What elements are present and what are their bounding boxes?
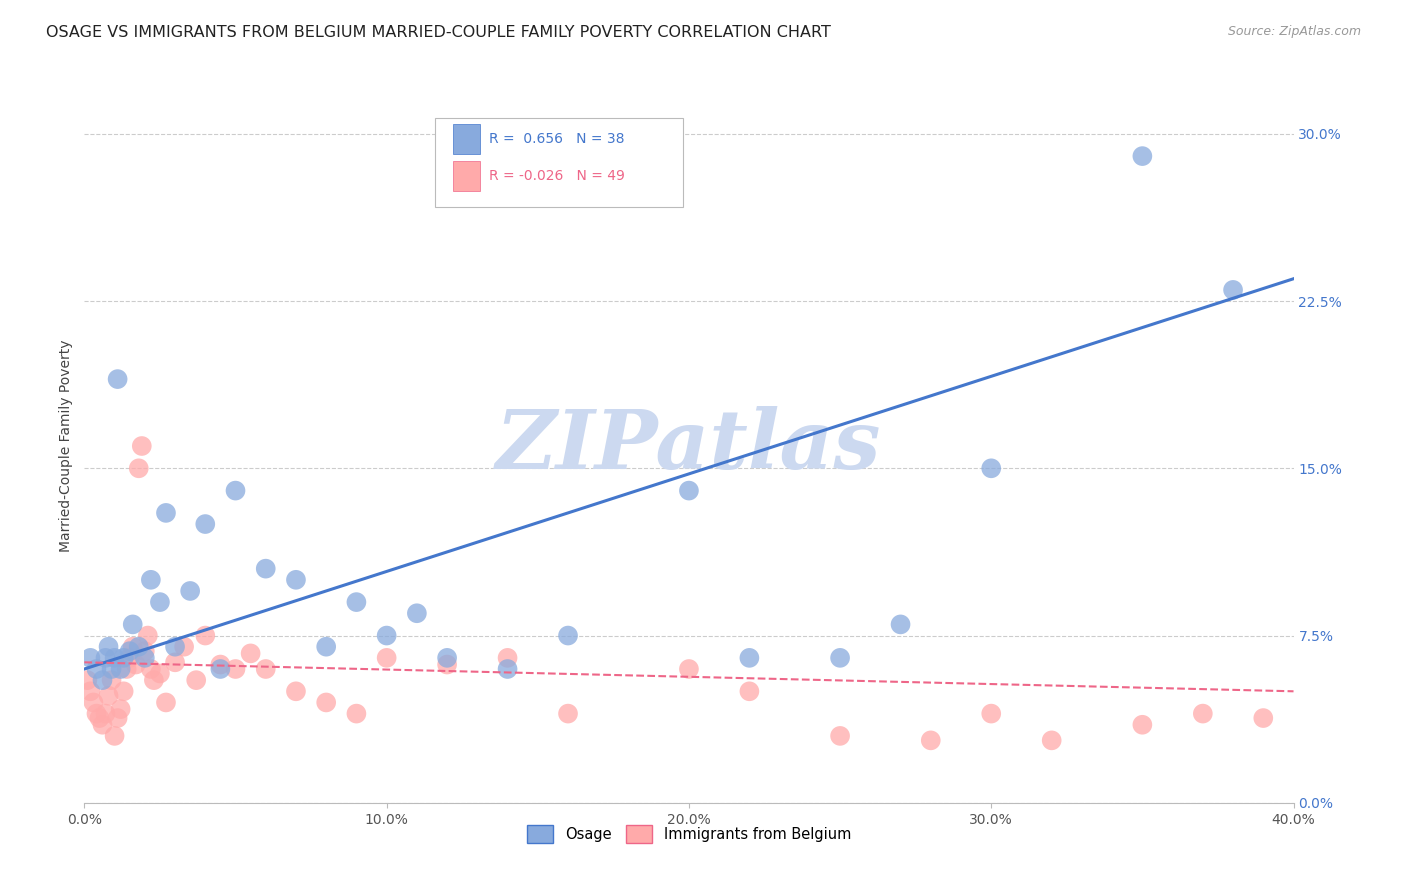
Point xyxy=(315,640,337,654)
Point xyxy=(110,702,132,716)
Point xyxy=(110,662,132,676)
Point xyxy=(136,628,159,642)
Point xyxy=(94,651,117,665)
Point xyxy=(107,711,129,725)
Point xyxy=(134,644,156,658)
Point xyxy=(91,717,114,731)
Point xyxy=(128,461,150,475)
Point xyxy=(79,684,101,698)
Y-axis label: Married-Couple Family Poverty: Married-Couple Family Poverty xyxy=(59,340,73,552)
Point xyxy=(173,640,195,654)
Point xyxy=(436,657,458,672)
Point xyxy=(97,689,120,703)
Point xyxy=(738,684,761,698)
Point xyxy=(738,651,761,665)
Point xyxy=(496,651,519,665)
Point xyxy=(118,651,141,665)
Point xyxy=(209,662,232,676)
Point xyxy=(285,684,308,698)
Point xyxy=(1192,706,1215,721)
Point xyxy=(121,617,143,632)
Point xyxy=(134,651,156,665)
Point xyxy=(225,483,247,498)
Point xyxy=(496,662,519,676)
Point xyxy=(82,696,104,710)
Point xyxy=(118,644,141,658)
Point xyxy=(97,640,120,654)
Point xyxy=(375,628,398,642)
Point xyxy=(375,651,398,665)
Point xyxy=(186,673,208,687)
Point xyxy=(94,706,117,721)
Point xyxy=(1040,733,1063,747)
Point xyxy=(557,706,579,721)
Point xyxy=(91,673,114,687)
Point xyxy=(100,662,122,676)
Point xyxy=(239,646,262,660)
Point xyxy=(678,483,700,498)
Point xyxy=(104,729,127,743)
Point xyxy=(149,595,172,609)
Point xyxy=(100,673,122,687)
Text: R = -0.026   N = 49: R = -0.026 N = 49 xyxy=(489,169,626,183)
Point xyxy=(112,651,135,665)
Text: ZIPatlas: ZIPatlas xyxy=(496,406,882,486)
Point xyxy=(112,684,135,698)
FancyBboxPatch shape xyxy=(434,118,683,207)
Point xyxy=(76,673,98,687)
Point xyxy=(920,733,942,747)
Point xyxy=(209,657,232,672)
Point xyxy=(165,640,187,654)
Point xyxy=(315,696,337,710)
Point xyxy=(225,662,247,676)
Point xyxy=(86,706,108,721)
Point xyxy=(980,461,1002,475)
Point xyxy=(79,651,101,665)
Point xyxy=(86,662,108,676)
Point xyxy=(436,651,458,665)
Point xyxy=(142,673,165,687)
Text: Source: ZipAtlas.com: Source: ZipAtlas.com xyxy=(1227,25,1361,38)
Point xyxy=(1130,149,1153,163)
FancyBboxPatch shape xyxy=(453,161,479,191)
Legend: Osage, Immigrants from Belgium: Osage, Immigrants from Belgium xyxy=(520,820,858,849)
Point xyxy=(155,506,177,520)
Point xyxy=(139,573,162,587)
Point xyxy=(346,595,368,609)
Point xyxy=(830,729,852,743)
Text: R =  0.656   N = 38: R = 0.656 N = 38 xyxy=(489,132,624,146)
Point xyxy=(125,657,148,672)
Point xyxy=(139,662,162,676)
Point xyxy=(121,640,143,654)
Point xyxy=(165,655,187,669)
Point xyxy=(149,666,172,681)
Point xyxy=(406,607,429,621)
Point xyxy=(557,628,579,642)
Point xyxy=(107,372,129,386)
Point xyxy=(179,583,201,598)
Point xyxy=(830,651,852,665)
Point xyxy=(104,651,127,665)
Point xyxy=(131,439,153,453)
Point xyxy=(285,573,308,587)
Point xyxy=(890,617,912,632)
Point xyxy=(346,706,368,721)
Point xyxy=(1222,283,1244,297)
Point xyxy=(980,706,1002,721)
Point xyxy=(1253,711,1275,725)
Point xyxy=(254,562,277,576)
Point xyxy=(89,711,111,725)
Point xyxy=(128,640,150,654)
FancyBboxPatch shape xyxy=(453,124,479,154)
Text: OSAGE VS IMMIGRANTS FROM BELGIUM MARRIED-COUPLE FAMILY POVERTY CORRELATION CHART: OSAGE VS IMMIGRANTS FROM BELGIUM MARRIED… xyxy=(46,25,831,40)
Point xyxy=(194,516,217,531)
Point xyxy=(115,662,138,676)
Point xyxy=(678,662,700,676)
Point xyxy=(155,696,177,710)
Point xyxy=(254,662,277,676)
Point xyxy=(194,628,217,642)
Point xyxy=(1130,717,1153,731)
